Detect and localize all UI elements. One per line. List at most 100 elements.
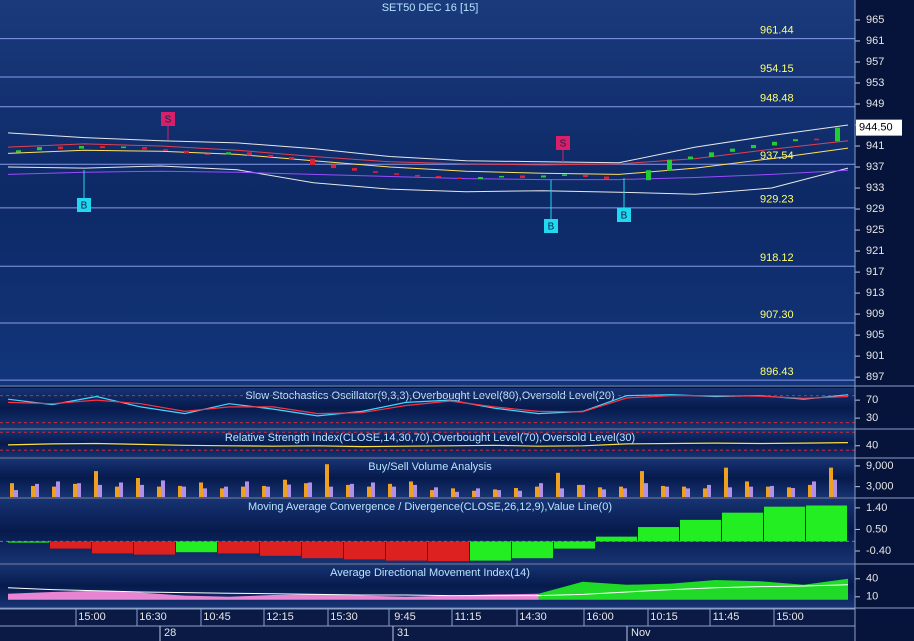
volume-bar <box>518 490 522 497</box>
volume-bar <box>161 480 165 497</box>
y-tick-label: 70 <box>866 394 878 406</box>
candle <box>37 147 42 151</box>
volume-bar <box>476 488 480 497</box>
level-label: 961.44 <box>760 25 794 37</box>
volume-bar <box>182 486 186 497</box>
last-price-box <box>856 119 902 136</box>
volume-bar <box>224 486 228 497</box>
adx-line <box>7 584 849 597</box>
volume-bar <box>308 482 312 497</box>
volume-bar <box>56 481 60 497</box>
candle <box>394 173 399 175</box>
x-tick-label: 10:15 <box>650 611 678 623</box>
volume-bar <box>199 482 203 497</box>
y-tick-label: 1.40 <box>866 502 887 514</box>
volume-bar <box>640 471 644 497</box>
volume-bar <box>770 485 774 497</box>
volume-bar <box>598 487 602 497</box>
volume-bar <box>73 483 77 497</box>
x-tick-label: 9:45 <box>394 611 415 623</box>
candle <box>310 158 315 165</box>
candle <box>247 152 252 156</box>
volume-bar <box>472 490 476 497</box>
panel-title: Slow Stochastics Oscillator(9,3,3),Overb… <box>245 390 614 402</box>
panel-background <box>0 0 855 385</box>
candle <box>79 146 84 149</box>
volume-bar <box>31 485 35 497</box>
signal-box <box>617 208 631 222</box>
volume-bar <box>52 486 56 497</box>
candle <box>352 168 357 171</box>
y-tick-label: 901 <box>866 350 884 362</box>
candle <box>499 175 504 178</box>
macd-bar <box>50 541 91 549</box>
volume-bar <box>220 488 224 497</box>
volume-bar <box>766 486 770 497</box>
y-tick-label: 949 <box>866 98 884 110</box>
y-tick-label: 897 <box>866 371 884 383</box>
candle <box>16 150 21 153</box>
x-tick-label: 15:30 <box>330 611 358 623</box>
candle <box>205 153 210 155</box>
date-label: 28 <box>164 627 176 639</box>
y-tick-label: 937 <box>866 161 884 173</box>
macd-bar <box>512 541 553 559</box>
volume-bar <box>350 483 354 497</box>
volume-bar <box>304 483 308 497</box>
panel: 70 30 Slow Stochastics Oscillator(9,3,3),O… <box>0 390 878 424</box>
candle <box>604 176 609 180</box>
y-tick-label: -0.40 <box>866 545 891 557</box>
volume-bar <box>14 490 18 497</box>
level-label: 907.30 <box>760 309 794 321</box>
volume-bar <box>329 486 333 497</box>
macd-bar <box>176 541 217 553</box>
volume-bar <box>745 481 749 497</box>
candle <box>226 152 231 155</box>
volume-bar <box>808 484 812 497</box>
volume-bar <box>497 490 501 497</box>
panel: 9,000 3,000 Buy/Sell Volume Analysis <box>10 460 894 497</box>
overlay-line <box>7 165 849 195</box>
overlay-line <box>7 140 849 166</box>
macd-bar <box>386 541 427 561</box>
candle <box>58 146 63 150</box>
volume-bar <box>388 483 392 497</box>
panel-title: Moving Average Convergence / Divergence(… <box>248 501 612 513</box>
volume-bar <box>430 490 434 497</box>
y-tick-label: 10 <box>866 591 878 603</box>
candle <box>520 175 525 179</box>
macd-bar <box>134 541 175 555</box>
candle <box>562 174 567 176</box>
macd-bar <box>470 541 511 561</box>
volume-bar <box>619 486 623 497</box>
x-tick-label: 16:30 <box>139 611 167 623</box>
volume-bar <box>367 486 371 497</box>
volume-bar <box>749 486 753 497</box>
candle <box>793 139 798 142</box>
overlay-line <box>7 124 849 164</box>
volume-bar <box>833 479 837 497</box>
volume-bar <box>493 489 497 497</box>
y-tick-label: 921 <box>866 245 884 257</box>
y-tick-label: 917 <box>866 266 884 278</box>
level-label: 954.15 <box>760 63 794 75</box>
y-tick-label: 965 <box>866 14 884 26</box>
y-tick-label: 909 <box>866 308 884 320</box>
level-label: 929.23 <box>760 194 794 206</box>
x-tick-label: 11:45 <box>713 611 740 623</box>
volume-bar <box>115 486 119 497</box>
signal-box <box>556 136 570 150</box>
volume-bar <box>686 488 690 497</box>
volume-bar <box>136 478 140 497</box>
adx-area <box>538 578 848 600</box>
candle <box>121 146 126 149</box>
panel-title: Average Directional Movement Index(14) <box>330 567 530 579</box>
candle <box>625 178 630 181</box>
volume-bar <box>623 488 627 497</box>
candle <box>163 149 168 151</box>
macd-bar <box>302 541 343 559</box>
y-tick-label: 929 <box>866 203 884 215</box>
volume-bar <box>266 486 270 497</box>
volume-bar <box>682 486 686 497</box>
volume-bar <box>287 484 291 497</box>
